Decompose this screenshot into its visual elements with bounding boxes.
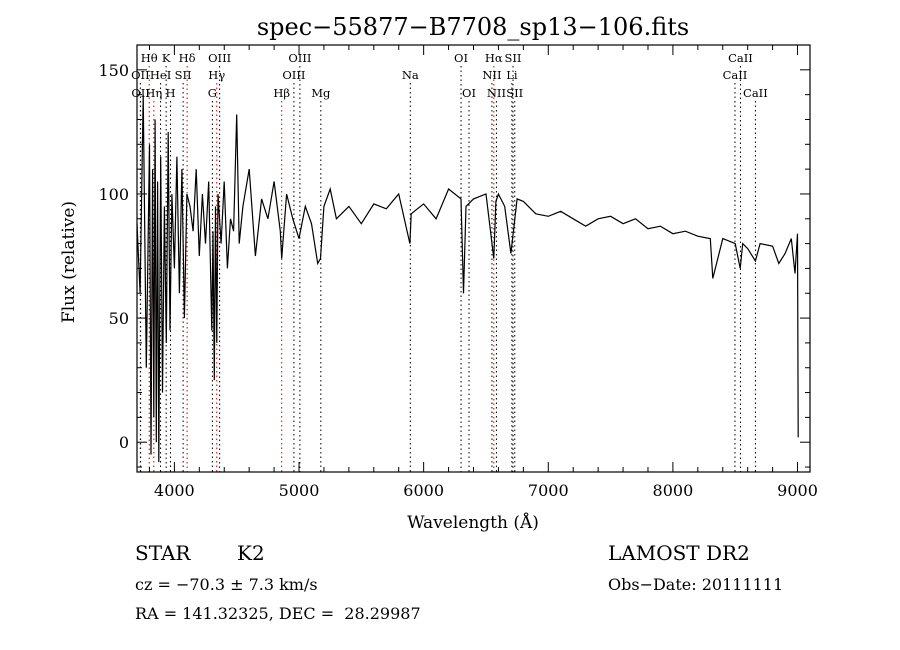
- spectral-line-label: Na: [402, 68, 419, 82]
- spectral-line-label: G: [208, 86, 217, 100]
- object-class: STAR: [135, 541, 191, 565]
- spectral-line-label: NII: [482, 68, 501, 82]
- spectral-line-label: OI: [454, 51, 468, 65]
- spectral-line-label: HeI: [150, 68, 171, 82]
- spectral-line-label: Hθ: [141, 51, 158, 65]
- spectral-line-label: Hα: [485, 51, 503, 65]
- spectral-line-label: SII: [506, 86, 523, 100]
- y-tick-label: 100: [98, 185, 129, 204]
- redshift-readout: cz = −70.3 ± 7.3 km/s: [135, 575, 318, 594]
- spectral-line-label: CaII: [723, 68, 748, 82]
- spectral-line-label: OI: [462, 86, 476, 100]
- y-tick-label: 0: [119, 433, 129, 452]
- spectral-line-label: Hγ: [208, 68, 225, 82]
- spectral-line-label: OIII: [282, 68, 305, 82]
- spectral-line-label: SII: [505, 51, 522, 65]
- spectral-line-label: Hβ: [273, 86, 290, 100]
- spectral-line-markers: [139, 66, 756, 472]
- x-tick-label: 9000: [777, 481, 818, 500]
- spectral-line-label: CaII: [743, 86, 768, 100]
- spectral-line-label: K: [162, 51, 171, 65]
- spectral-line-label: Hδ: [179, 51, 196, 65]
- x-axis-label: Wavelength (Å): [407, 512, 539, 533]
- survey-name: LAMOST DR2: [608, 541, 750, 565]
- x-tick-label: 5000: [279, 481, 320, 500]
- axis-ticks: 4000 5000 6000 7000 8000 9000 0 50 100 150: [98, 44, 818, 500]
- y-tick-label: 50: [109, 309, 129, 328]
- y-axis-label: Flux (relative): [59, 201, 79, 323]
- chart-title: spec−55877−B7708_sp13−106.fits: [257, 13, 689, 41]
- x-tick-label: 8000: [653, 481, 694, 500]
- obs-date: Obs−Date: 20111111: [608, 575, 784, 594]
- x-tick-label: 6000: [403, 481, 444, 500]
- spectral-line-label: OII: [131, 68, 150, 82]
- spectral-line-label: NII: [487, 86, 506, 100]
- spectral-line-label: OIII: [288, 51, 311, 65]
- spectral-line-label: OII: [131, 86, 150, 100]
- spectral-line-label: CaII: [728, 51, 753, 65]
- spectral-line-label: Li: [506, 68, 518, 82]
- x-tick-label: 7000: [528, 481, 569, 500]
- plot-frame: [136, 44, 811, 473]
- x-tick-label: 4000: [154, 481, 195, 500]
- spectral-line-label: H: [166, 86, 176, 100]
- spectral-line-label: Hη: [145, 86, 162, 100]
- spectral-line-label: SII: [175, 68, 192, 82]
- spectral-line-label: OIII: [208, 51, 231, 65]
- object-subclass: K2: [237, 541, 265, 565]
- y-tick-label: 150: [98, 61, 129, 80]
- coordinates: RA = 141.32325, DEC = 28.29987: [135, 604, 421, 623]
- spectrum-line: [136, 94, 799, 463]
- spectral-line-label: Mg: [311, 86, 331, 100]
